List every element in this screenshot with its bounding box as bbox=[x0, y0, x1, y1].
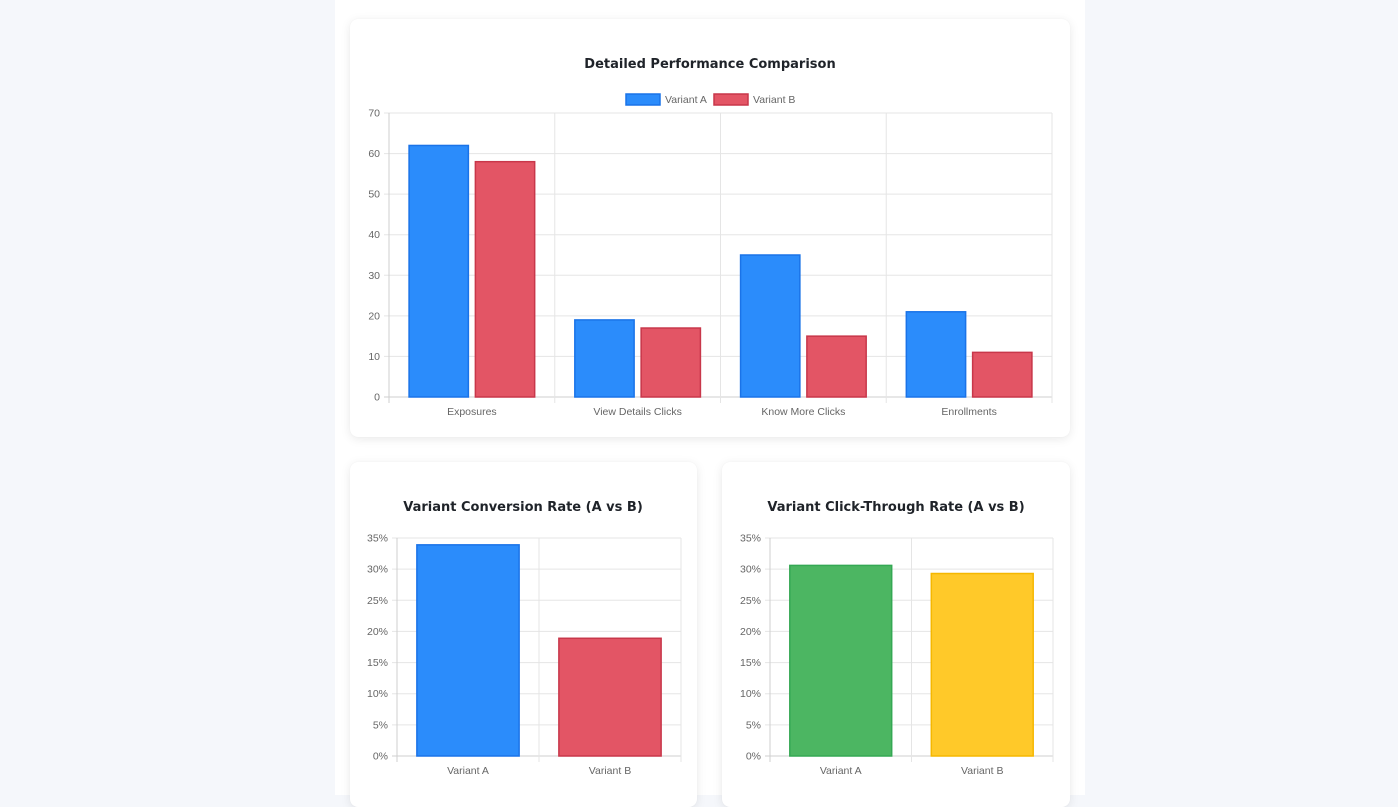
x-tick-label: Variant A bbox=[820, 765, 862, 777]
bar-variant-a[interactable] bbox=[416, 544, 520, 757]
y-tick-label: 10 bbox=[368, 351, 380, 363]
legend-item-variant-b[interactable]: Variant B bbox=[713, 93, 795, 106]
click-through-rate-card: Variant Click-Through Rate (A vs B) 0% 5%… bbox=[722, 462, 1070, 807]
y-tick-label: 5% bbox=[746, 719, 761, 731]
y-tick-label: 35% bbox=[740, 533, 761, 545]
y-tick-label: 25% bbox=[740, 595, 761, 607]
chart-title: Detailed Performance Comparison bbox=[584, 57, 835, 72]
conversion-rate-chart: Variant Conversion Rate (A vs B) 0% 5% 10%… bbox=[367, 500, 682, 777]
y-tick-label: 25% bbox=[367, 595, 388, 607]
y-tick-label: 0 bbox=[374, 392, 380, 404]
x-tick-label: Enrollments bbox=[941, 406, 996, 418]
y-tick-label: 15% bbox=[740, 657, 761, 669]
y-tick-label: 35% bbox=[367, 533, 388, 545]
legend-item-variant-a[interactable]: Variant A bbox=[625, 93, 707, 106]
y-tick-label: 30% bbox=[367, 564, 388, 576]
y-tick-label: 20 bbox=[368, 310, 380, 322]
chart-title: Variant Click-Through Rate (A vs B) bbox=[767, 500, 1024, 515]
y-tick-label: 0% bbox=[373, 751, 388, 763]
legend-swatch bbox=[625, 93, 661, 106]
legend-swatch bbox=[713, 93, 749, 106]
y-tick-label: 5% bbox=[373, 719, 388, 731]
bar-variant-a[interactable] bbox=[408, 144, 470, 398]
bar-variant-a[interactable] bbox=[789, 564, 893, 757]
conversion-rate-card: Variant Conversion Rate (A vs B) 0% 5% 10%… bbox=[350, 462, 697, 807]
y-tick-label: 70 bbox=[368, 108, 380, 120]
performance-comparison-card: Detailed Performance Comparison Variant … bbox=[350, 19, 1070, 437]
y-tick-label: 10% bbox=[740, 688, 761, 700]
x-tick-label: Know More Clicks bbox=[761, 406, 845, 418]
performance-comparison-chart: Detailed Performance Comparison Variant … bbox=[368, 57, 1053, 418]
x-tick-label: Variant B bbox=[589, 765, 631, 777]
y-tick-label: 30% bbox=[740, 564, 761, 576]
x-tick-label: Variant B bbox=[961, 765, 1003, 777]
x-tick-label: Variant A bbox=[447, 765, 489, 777]
bar-variant-a[interactable] bbox=[739, 254, 801, 398]
bar-variant-b[interactable] bbox=[640, 327, 702, 398]
y-tick-label: 20% bbox=[740, 626, 761, 638]
x-tick-label: Exposures bbox=[447, 406, 497, 418]
bar-variant-b[interactable] bbox=[806, 335, 867, 398]
legend-label: Variant B bbox=[753, 94, 795, 106]
y-tick-label: 0% bbox=[746, 751, 761, 763]
bar-variant-b[interactable] bbox=[474, 160, 536, 398]
bar-variant-b[interactable] bbox=[971, 351, 1033, 398]
page-content: Detailed Performance Comparison Variant … bbox=[335, 0, 1085, 807]
click-through-rate-chart: Variant Click-Through Rate (A vs B) 0% 5%… bbox=[740, 500, 1054, 777]
x-tick-label: View Details Clicks bbox=[593, 406, 682, 418]
bar-variant-b[interactable] bbox=[558, 637, 662, 757]
legend-label: Variant A bbox=[665, 94, 707, 106]
y-tick-label: 30 bbox=[368, 270, 380, 282]
chart-legend[interactable]: Variant A Variant B bbox=[625, 93, 795, 106]
chart-title: Variant Conversion Rate (A vs B) bbox=[403, 500, 643, 515]
y-tick-label: 60 bbox=[368, 148, 380, 160]
y-tick-label: 20% bbox=[367, 626, 388, 638]
y-tick-label: 40 bbox=[368, 229, 380, 241]
bar-variant-b[interactable] bbox=[930, 572, 1034, 757]
y-tick-label: 15% bbox=[367, 657, 388, 669]
bar-variant-a[interactable] bbox=[574, 319, 635, 398]
y-tick-label: 50 bbox=[368, 189, 380, 201]
bar-variant-a[interactable] bbox=[905, 311, 967, 398]
y-tick-label: 10% bbox=[367, 688, 388, 700]
